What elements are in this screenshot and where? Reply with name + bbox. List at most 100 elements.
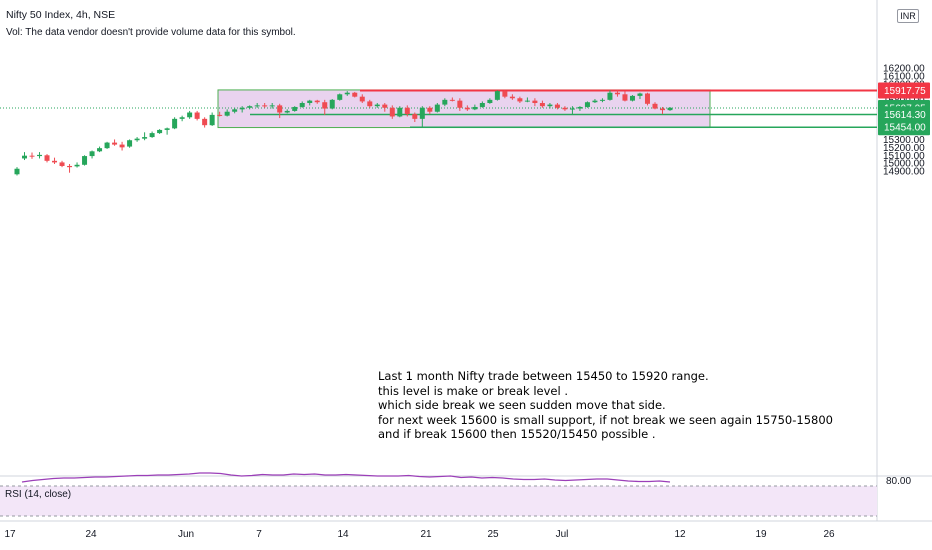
analysis-note: Last 1 month Nifty trade between 15450 t… — [378, 369, 833, 442]
candle — [74, 162, 80, 168]
time-tick-label: 25 — [487, 529, 499, 540]
price-tick-label: 15100.00 — [883, 151, 925, 162]
note-line: which side break we seen sudden move tha… — [378, 398, 666, 413]
candle-body — [464, 107, 470, 110]
candle-body — [37, 154, 43, 157]
candle-body — [97, 148, 103, 152]
candle — [164, 127, 170, 135]
candle — [254, 103, 260, 108]
time-tick-label: 12 — [674, 529, 686, 540]
candle-body — [202, 118, 208, 126]
time-tick-label: 26 — [823, 529, 835, 540]
candle — [614, 90, 620, 97]
price-tick-label: 16200.00 — [883, 64, 925, 75]
rsi-tick-label: 80.00 — [886, 476, 911, 487]
candle-body — [172, 118, 178, 129]
rsi-band — [0, 486, 877, 516]
candle — [359, 94, 365, 104]
candle — [592, 99, 598, 104]
candle — [404, 105, 410, 117]
note-line: for next week 15600 is small support, if… — [378, 412, 833, 427]
candle-body — [554, 104, 560, 108]
candle-body — [659, 108, 665, 111]
candle — [599, 98, 605, 103]
price-axis[interactable]: 16200.0016100.0016000.0015900.0015800.00… — [878, 64, 930, 178]
price-tick-label: 14900.00 — [883, 167, 925, 178]
candle-body — [509, 96, 515, 99]
candle-body — [584, 102, 590, 107]
candle-body — [112, 142, 118, 145]
candle-body — [322, 102, 328, 109]
time-tick-label: 19 — [755, 529, 767, 540]
candle-body — [314, 100, 320, 103]
candle-body — [74, 164, 80, 167]
candle — [172, 117, 178, 130]
price-label-support[interactable]: 15614.30 — [878, 106, 930, 123]
candle-body — [524, 100, 530, 102]
candle-body — [569, 108, 575, 110]
candle-body — [262, 105, 268, 107]
candle — [382, 103, 388, 112]
grid — [0, 0, 932, 522]
candle-body — [254, 105, 260, 107]
candle-body — [119, 144, 125, 148]
candle-body — [622, 94, 628, 101]
candle-body — [344, 92, 350, 95]
candle-body — [277, 105, 283, 113]
candle — [344, 91, 350, 96]
candle — [577, 106, 583, 111]
candle — [337, 93, 343, 101]
candle — [427, 106, 433, 115]
candle — [554, 103, 560, 110]
candle-body — [52, 160, 58, 163]
candle — [97, 146, 103, 153]
candle — [464, 105, 470, 111]
time-axis[interactable]: 17 24 Jun 7 14 21 25 Jul 12 19 26 — [4, 529, 835, 540]
price-label-text: 15454.00 — [884, 123, 926, 134]
time-tick-label: 14 — [337, 529, 349, 540]
time-tick-label: 21 — [420, 529, 432, 540]
candle-body — [299, 103, 305, 107]
note-line: this level is make or break level . — [378, 383, 569, 398]
candle — [479, 101, 485, 108]
price-tick-label: 15000.00 — [883, 159, 925, 170]
candle — [629, 95, 635, 102]
consolidation-range-box — [217, 89, 711, 129]
time-tick-label: Jun — [178, 529, 194, 540]
candle-body — [187, 112, 193, 118]
candle-body — [359, 96, 365, 102]
candle-body — [82, 156, 88, 165]
price-label-text: 15917.75 — [884, 86, 926, 97]
candle-body — [367, 101, 373, 107]
candle-body — [592, 100, 598, 103]
currency-badge[interactable]: INR — [897, 9, 919, 23]
candle — [667, 106, 673, 111]
candle — [659, 106, 665, 115]
candle-body — [134, 138, 140, 141]
note-line: and if break 15600 then 15520/15450 poss… — [378, 427, 656, 442]
candle-body — [307, 100, 313, 104]
candle-body — [472, 106, 478, 110]
candle — [119, 141, 125, 151]
candle-body — [562, 107, 568, 110]
candle — [44, 154, 50, 163]
price-tick-label: 15200.00 — [883, 143, 925, 154]
candle-body — [157, 129, 163, 134]
rsi-pane: RSI (14, close) 80.00 — [0, 472, 911, 517]
candle — [539, 100, 545, 108]
candle-body — [149, 133, 155, 138]
candle — [449, 97, 455, 102]
price-label-support[interactable]: 15454.00 — [878, 119, 930, 136]
candle-body — [517, 98, 523, 102]
price-label-resistance[interactable]: 15917.75 — [878, 82, 930, 99]
candle — [352, 91, 358, 98]
candle — [134, 137, 140, 142]
candle-body — [427, 107, 433, 112]
candle — [367, 99, 373, 108]
price-label-bg — [878, 106, 930, 123]
candle — [329, 99, 335, 110]
candle — [14, 167, 20, 176]
candle — [269, 103, 275, 109]
candle — [179, 115, 185, 122]
